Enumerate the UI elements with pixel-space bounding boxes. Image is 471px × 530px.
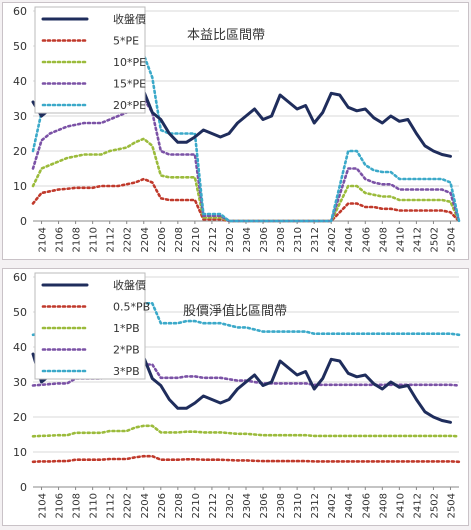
pe-x-tick-label: 2202: [123, 227, 134, 252]
pb-series-s2: [31, 424, 461, 438]
pe-band-chart-panel: 0 10 20 30 40 50 60 2104 2106 2108 2110 2112 2202 220…: [2, 2, 469, 260]
pb-legend-label-s3: 2*PB: [113, 344, 140, 357]
pe-legend-box: [34, 6, 146, 114]
pe-x-tick-label: 2302: [225, 227, 236, 252]
pb-x-tick-label: 2208: [174, 493, 185, 518]
pb-y-tick-label: 20: [13, 411, 27, 424]
pe-x-tick-label: 2304: [242, 227, 253, 252]
pb-series-s1: [31, 454, 461, 464]
pb-x-tick-label: 2408: [378, 493, 389, 518]
pe-x-tick-label: 2502: [429, 227, 440, 252]
pe-legend: 收盤價 5*PE 10*PE 15*PE 20*PE: [34, 6, 146, 114]
pb-x-tick-label: 2310: [293, 493, 304, 518]
pb-legend-box: [34, 272, 146, 380]
pe-x-tick-label: 2504: [446, 227, 457, 252]
pe-y-tick-label: 40: [13, 75, 27, 88]
pb-band-chart: 0 10 20 30 40 50 60 2104 2106 2108 2110 2112 2202 220…: [13, 271, 461, 518]
pb-legend-label-s1: 0.5*PB: [113, 301, 150, 314]
pe-x-tick-label: 2408: [378, 227, 389, 252]
pb-x-tick-label: 2202: [123, 493, 134, 518]
pb-x-tick-label: 2204: [140, 493, 151, 518]
pe-legend-label-s2: 10*PE: [113, 56, 146, 69]
pe-x-tick-label: 2208: [174, 227, 185, 252]
pe-series-s1: [31, 177, 461, 223]
pb-y-tick-label: 40: [13, 341, 27, 354]
pb-x-tick-label: 2212: [208, 493, 219, 518]
pb-x-tick-label: 2404: [344, 493, 355, 518]
pb-x-tick-label: 2312: [310, 493, 321, 518]
pe-y-tick-label: 20: [13, 145, 27, 158]
pb-x-tick-label: 2502: [429, 493, 440, 518]
pb-x-tick-label: 2210: [191, 493, 202, 518]
pe-x-tick-label: 2412: [412, 227, 423, 252]
pb-legend-label-s2: 1*PB: [113, 322, 140, 335]
pb-band-chart-panel: 0 10 20 30 40 50 60 2104 2106 2108 2110 2112 2202 220…: [2, 268, 469, 526]
pb-x-tick-label: 2406: [361, 493, 372, 518]
pb-x-tick-label: 2306: [259, 493, 270, 518]
pb-x-tick-label: 2206: [157, 493, 168, 518]
pe-y-tick-label: 10: [13, 180, 27, 193]
pe-x-tick-label: 2402: [327, 227, 338, 252]
pe-x-tick-label: 2212: [208, 227, 219, 252]
pe-y-tick-label: 50: [13, 40, 27, 53]
pb-x-tick-label: 2112: [106, 493, 117, 518]
pb-x-tick-label: 2104: [38, 493, 49, 518]
pe-y-tick-label: 60: [13, 5, 27, 18]
pb-x-tick-label: 2308: [276, 493, 287, 518]
pe-legend-label-s1: 5*PE: [113, 35, 139, 48]
pe-x-tick-label: 2104: [38, 227, 49, 252]
pe-x-tick-label: 2406: [361, 227, 372, 252]
pe-x-tick-label: 2312: [310, 227, 321, 252]
pe-legend-label-s3: 15*PE: [113, 78, 146, 91]
pb-title: 股價淨值比區間帶: [183, 303, 287, 319]
pb-y-tick-label: 0: [20, 481, 27, 494]
pe-x-tick-label: 2308: [276, 227, 287, 252]
pe-y-tick-label: 0: [20, 215, 27, 228]
pb-x-tick-label: 2504: [446, 493, 457, 518]
pb-x-tick-label: 2412: [412, 493, 423, 518]
pb-x-tick-label: 2402: [327, 493, 338, 518]
pe-x-tick-label: 2108: [72, 227, 83, 252]
pe-y-tick-label: 30: [13, 110, 27, 123]
pe-legend-label-s4: 20*PE: [113, 99, 146, 112]
pb-y-tick-label: 50: [13, 306, 27, 319]
pb-x-tick-label: 2302: [225, 493, 236, 518]
pb-y-tick-label: 60: [13, 271, 27, 284]
pe-x-tick-label: 2306: [259, 227, 270, 252]
pb-x-tick-label: 2106: [55, 493, 66, 518]
pe-x-tick-label: 2110: [89, 227, 100, 252]
pe-title: 本益比區間帶: [187, 28, 265, 43]
pe-x-tick-label: 2310: [293, 227, 304, 252]
pe-band-chart: 0 10 20 30 40 50 60 2104 2106 2108 2110 2112 2202 220…: [13, 5, 461, 252]
pb-y-tick-label: 30: [13, 376, 27, 389]
pb-x-tick-label: 2110: [89, 493, 100, 518]
pe-x-tick-label: 2204: [140, 227, 151, 252]
pe-x-tick-label: 2112: [106, 227, 117, 252]
pb-x-tick-label: 2410: [395, 493, 406, 518]
pe-x-tick-label: 2206: [157, 227, 168, 252]
pe-x-tick-label: 2106: [55, 227, 66, 252]
pb-legend-label-s4: 3*PB: [113, 365, 140, 378]
pb-legend: 收盤價 0.5*PB 1*PB 2*PB 3*PB: [34, 272, 150, 380]
pe-x-tick-label: 2410: [395, 227, 406, 252]
pb-y-tick-label: 10: [13, 446, 27, 459]
pe-x-tick-label: 2210: [191, 227, 202, 252]
pb-legend-label-price: 收盤價: [113, 278, 146, 292]
pb-x-tick-label: 2108: [72, 493, 83, 518]
pe-x-tick-label: 2404: [344, 227, 355, 252]
pe-legend-label-price: 收盤價: [113, 12, 146, 26]
pb-x-tick-label: 2304: [242, 493, 253, 518]
